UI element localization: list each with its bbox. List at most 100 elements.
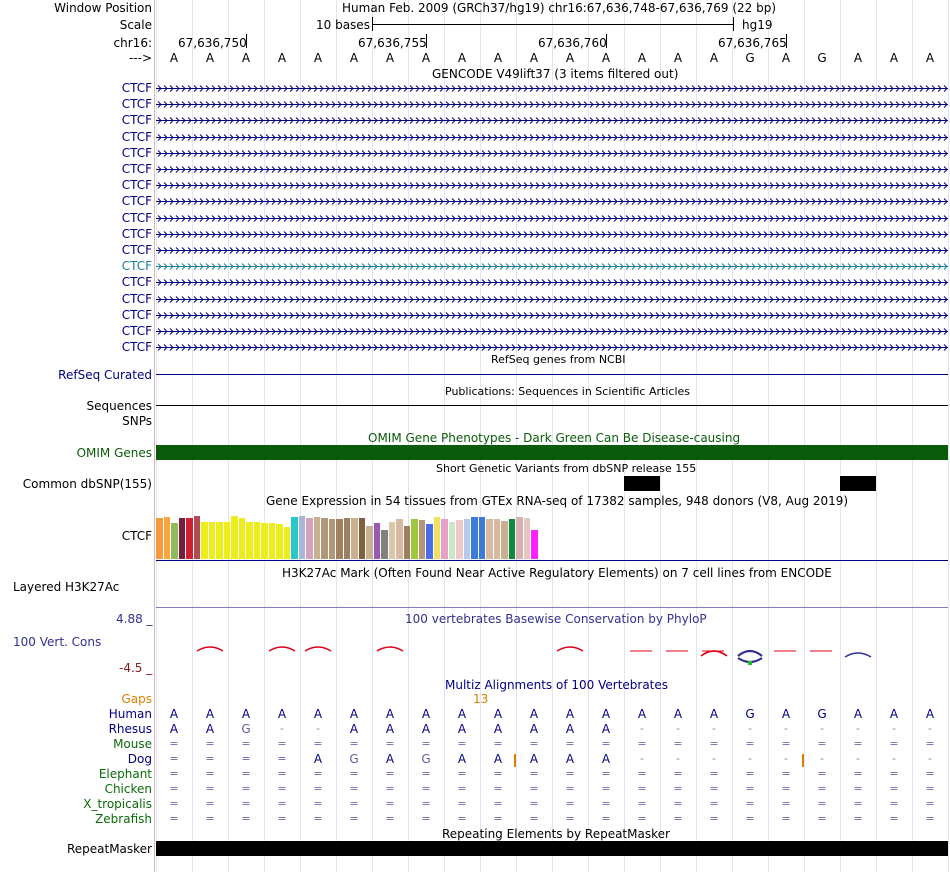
gtex-tissue-bar[interactable] (291, 516, 298, 559)
gtex-tissue-bar[interactable] (426, 524, 433, 559)
gencode-item-label[interactable]: CTCF (121, 97, 152, 112)
gencode-transcript[interactable] (156, 133, 948, 142)
gtex-tissue-bar[interactable] (193, 515, 200, 559)
gencode-transcript[interactable] (156, 181, 948, 190)
gtex-tissue-bar[interactable] (343, 517, 350, 559)
gtex-tissue-bar[interactable] (321, 517, 328, 559)
gtex-tissue-bar[interactable] (531, 529, 538, 559)
gencode-transcript[interactable] (156, 327, 948, 336)
gtex-tissue-bar[interactable] (178, 517, 185, 559)
gtex-tissue-bar[interactable] (238, 517, 245, 559)
gtex-tissue-bar[interactable] (508, 518, 515, 559)
gencode-transcript[interactable] (156, 278, 948, 287)
multiz-species-label[interactable]: X_tropicalis (83, 797, 152, 811)
h3k27ac-title[interactable]: H3K27Ac Mark (Often Found Near Active Re… (282, 566, 832, 580)
gencode-transcript[interactable] (156, 84, 948, 93)
dbsnp-variant[interactable] (624, 476, 660, 491)
gtex-tissue-bar[interactable] (366, 526, 373, 559)
gtex-tissue-bar[interactable] (351, 517, 358, 559)
gencode-transcript[interactable] (156, 197, 948, 206)
gtex-tissue-bar[interactable] (231, 515, 238, 559)
repeatmasker-label[interactable]: RepeatMasker (66, 842, 152, 856)
multiz-species-label[interactable]: Elephant (98, 767, 152, 781)
gtex-tissue-bar[interactable] (441, 518, 448, 559)
repeatmasker-title[interactable]: Repeating Elements by RepeatMasker (442, 827, 670, 841)
omim-label[interactable]: OMIM Genes (76, 446, 152, 460)
phylop-label[interactable]: 100 Vert. Cons (13, 635, 102, 649)
gtex-tissue-bar[interactable] (268, 522, 275, 559)
gtex-tissue-bar[interactable] (396, 518, 403, 559)
gencode-transcript[interactable] (156, 343, 948, 352)
gtex-tissue-bar[interactable] (373, 522, 380, 559)
gencode-item-label[interactable]: CTCF (121, 178, 152, 193)
gtex-label[interactable]: CTCF (121, 529, 152, 543)
gtex-tissue-bar[interactable] (516, 516, 523, 559)
gtex-tissue-bar[interactable] (456, 519, 463, 559)
multiz-species-label[interactable]: Rhesus (108, 722, 152, 736)
omim-title[interactable]: OMIM Gene Phenotypes - Dark Green Can Be… (368, 431, 741, 445)
gtex-tissue-bar[interactable] (216, 521, 223, 559)
gtex-title[interactable]: Gene Expression in 54 tissues from GTEx … (266, 494, 849, 508)
multiz-species-label[interactable]: Human (108, 707, 152, 721)
gencode-item-label[interactable]: CTCF (121, 243, 152, 257)
phylop-logo-track[interactable] (156, 630, 950, 670)
dbsnp-label[interactable]: Common dbSNP(155) (22, 477, 152, 491)
gtex-tissue-bar[interactable] (253, 521, 260, 559)
gencode-item-label[interactable]: CTCF (121, 291, 152, 306)
multiz-insertion-marker[interactable] (514, 754, 516, 767)
gencode-transcript[interactable] (156, 100, 948, 109)
multiz-species-label[interactable]: Zebrafish (95, 812, 152, 826)
gencode-item-label[interactable]: CTCF (121, 324, 152, 338)
multiz-species-label[interactable]: Mouse (113, 737, 152, 751)
gtex-tissue-bar[interactable] (261, 522, 268, 559)
gencode-transcript[interactable] (156, 295, 948, 304)
gencode-transcript[interactable] (156, 149, 948, 158)
gtex-tissue-bar[interactable] (156, 517, 163, 559)
refseq-label[interactable]: RefSeq Curated (58, 368, 152, 382)
gtex-tissue-bar[interactable] (358, 517, 365, 559)
gtex-tissue-bar[interactable] (276, 524, 283, 559)
gencode-item-label[interactable]: CTCF (121, 113, 152, 128)
gencode-transcript[interactable] (156, 214, 948, 223)
gtex-tissue-bar[interactable] (246, 521, 253, 559)
gencode-transcript[interactable] (156, 311, 948, 320)
gtex-tissue-bar[interactable] (381, 529, 388, 559)
refseq-line[interactable] (156, 374, 948, 375)
gtex-tissue-bar[interactable] (313, 516, 320, 559)
gencode-item-label[interactable]: CTCF (121, 145, 152, 160)
publications-line[interactable] (156, 405, 948, 406)
gtex-tissue-bar[interactable] (298, 515, 305, 559)
gencode-item-label[interactable]: CTCF (121, 259, 152, 274)
gtex-tissue-bar[interactable] (201, 521, 208, 559)
gtex-tissue-bar[interactable] (463, 518, 470, 559)
gtex-tissue-bar[interactable] (418, 519, 425, 559)
gencode-item-label[interactable]: CTCF (121, 129, 152, 144)
gtex-tissue-bar[interactable] (478, 516, 485, 559)
gtex-tissue-bar[interactable] (283, 527, 290, 559)
dbsnp-title[interactable]: Short Genetic Variants from dbSNP releas… (436, 462, 697, 475)
gtex-tissue-bar[interactable] (388, 521, 395, 559)
multiz-insertion-marker[interactable] (802, 754, 804, 767)
omim-bar[interactable] (156, 445, 948, 460)
gtex-tissue-bar[interactable] (223, 521, 230, 559)
gtex-tissue-bar[interactable] (306, 517, 313, 559)
h3k27ac-label[interactable]: Layered H3K27Ac (13, 580, 120, 594)
refseq-title[interactable]: RefSeq genes from NCBI (491, 353, 626, 366)
gtex-tissue-bar[interactable] (523, 517, 530, 559)
publications-snps-label[interactable]: SNPs (122, 414, 152, 428)
gencode-transcript[interactable] (156, 230, 948, 239)
gencode-transcript[interactable] (156, 262, 948, 271)
gencode-item-label[interactable]: CTCF (121, 340, 152, 355)
gencode-item-label[interactable]: CTCF (121, 81, 152, 95)
gtex-tissue-bar[interactable] (208, 521, 215, 559)
gencode-item-label[interactable]: CTCF (121, 307, 152, 322)
gencode-item-label[interactable]: CTCF (121, 275, 152, 290)
gtex-tissue-bar[interactable] (433, 516, 440, 559)
gencode-transcript[interactable] (156, 116, 948, 125)
gtex-tissue-bar[interactable] (336, 518, 343, 559)
gencode-item-label[interactable]: CTCF (121, 210, 152, 225)
gtex-tissue-bar[interactable] (493, 518, 500, 559)
multiz-species-label[interactable]: Chicken (104, 782, 152, 796)
gencode-item-label[interactable]: CTCF (121, 194, 152, 209)
gtex-tissue-bar[interactable] (486, 518, 493, 559)
